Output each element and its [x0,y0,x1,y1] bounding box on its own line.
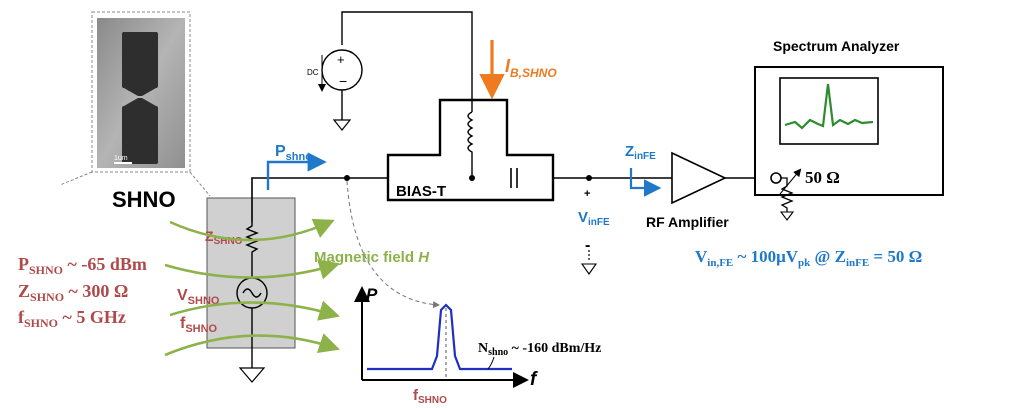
variable-load-arrow [779,168,802,195]
fifty-ohm-label: 50 Ω [805,168,840,187]
scale-label: 1um [114,155,128,162]
constriction-top [124,88,156,96]
vinfe-minus: - [585,237,590,254]
sine-symbol-icon [242,288,262,298]
spectrum-analyzer-label: Spectrum Analyzer [773,38,900,54]
magnetic-field-label: Magnetic field H [314,249,430,266]
dc-label: DC [307,68,319,77]
psd-inset: P f fSHNO Nshno ~ -160 dBm/Hz [354,285,601,406]
junction-node [344,175,350,181]
z-infe-label: ZinFE [625,143,656,162]
constriction-bottom [124,98,156,106]
vin-fe-equation: Vin,FE ~ 100μVpk @ ZinFE = 50 Ω [695,247,922,269]
sem-micrograph: 1um [91,11,191,173]
analyzer-ground-icon [779,211,795,221]
psd-axis-f-label: f [530,369,538,390]
noise-floor-label: Nshno ~ -160 dBm/Hz [478,341,601,358]
micrograph-connector-right [189,171,211,197]
spectrum-trace [784,83,874,130]
psd-fshno-label: fSHNO [413,387,447,406]
shno-ground-icon [238,367,266,383]
f-shno-param: fSHNO ~ 5 GHz [18,307,126,330]
dc-plus: + [337,52,345,67]
shno-device-box [206,197,296,349]
spectrum-analyzer-screen [779,77,879,145]
dc-ground-icon [332,119,352,131]
p-shno-label: Pshno [275,143,312,163]
vinfe-plus: + [584,188,590,200]
vinfe-label: VinFE [578,209,610,228]
psd-trace [367,303,512,371]
psd-axis-p-label: P [366,285,378,304]
bias-t-node [469,175,475,181]
z-shno-param: ZSHNO ~ 300 Ω [18,281,128,304]
analyzer-input-port [770,172,782,184]
vinfe-ground-icon [580,263,598,275]
analyzer-load-resistor [780,177,794,212]
magnetic-field-lines [164,218,340,357]
rf-amplifier-label: RF Amplifier [646,214,729,230]
bias-t-inductor [467,111,474,178]
dc-minus: − [339,73,347,89]
upper-electrode [122,32,158,88]
bias-current-label: IB,SHNO [505,56,557,80]
lower-electrode [122,106,158,164]
noise-pointer [487,356,495,370]
dc-bias-wire [341,11,473,100]
z-infe-arrow [629,168,662,197]
f-shno-label: fSHNO [180,315,218,335]
p-shno-arrow [266,152,327,190]
rf-amplifier-icon [671,151,727,205]
vinfe-node [586,175,592,181]
main-wire-left [251,177,388,222]
bias-t-label: BIAS-T [396,183,446,200]
shno-title: SHNO [112,187,176,212]
junction-to-psd-arrow [346,180,440,309]
micrograph-connector-left [59,171,93,186]
v-shno-label: VSHNO [177,287,220,307]
p-shno-param: PSHNO ~ -65 dBm [18,254,147,277]
